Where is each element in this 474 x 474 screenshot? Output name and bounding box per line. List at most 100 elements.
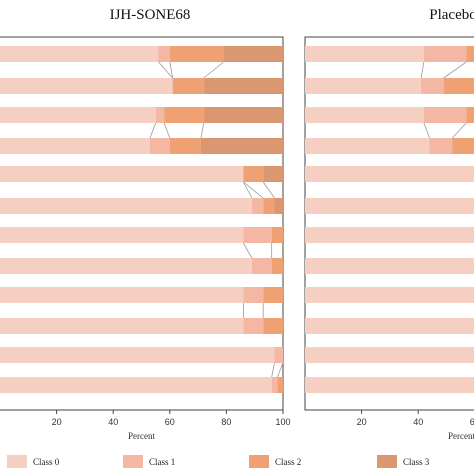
bar-segment-class-0: [305, 138, 430, 154]
bar-segment-class-0: [305, 107, 424, 123]
bar-segment-class-0: [0, 318, 244, 334]
bar-segment-class-0: [305, 347, 474, 363]
bar-segment-class-2: [263, 318, 283, 334]
x-tick-label: 100: [275, 417, 290, 427]
bar-row: [0, 287, 283, 303]
bar-segment-class-1: [158, 46, 170, 62]
bar-row: [305, 347, 474, 363]
bar-row: [305, 107, 474, 123]
panel-left: IJH-SONE68 20 40 60 80 100 Percent: [0, 7, 291, 441]
legend-item-class-1: Class 1: [123, 455, 175, 468]
bar-segment-class-3: [203, 107, 283, 123]
bar-segment-class-3: [274, 198, 283, 214]
bar-segment-class-0: [305, 78, 422, 94]
legend-item-class-0: Class 0: [7, 455, 60, 468]
bar-row: [305, 287, 474, 303]
x-axis-label: Percent: [448, 431, 474, 441]
bar-row: [305, 377, 474, 393]
bar-segment-class-1: [149, 138, 170, 154]
bar-row: [305, 46, 474, 62]
bar-segment-class-1: [243, 318, 264, 334]
bar-segment-class-0: [0, 227, 244, 243]
bar-segment-class-1: [429, 138, 453, 154]
bar-row: [305, 258, 474, 274]
bar-segment-class-2: [466, 46, 474, 62]
x-axis-label: Percent: [128, 431, 155, 441]
bar-row: [0, 258, 283, 274]
panels-layer: IJH-SONE68 20 40 60 80 100 Percent Placebo 20 40 6…: [0, 7, 474, 441]
legend: Class 0 Class 1 Class 2 Class 3: [7, 455, 430, 468]
bar-segment-class-2: [172, 78, 204, 94]
bar-segment-class-0: [305, 166, 474, 182]
connector-line: [420, 61, 425, 79]
bar-row: [305, 138, 474, 154]
connector-line: [169, 61, 174, 79]
legend-label: Class 0: [33, 457, 60, 467]
bar-segment-class-2: [452, 138, 474, 154]
legend-swatch: [123, 455, 143, 468]
bar-segment-class-3: [200, 138, 283, 154]
bar-segment-class-0: [305, 318, 474, 334]
bar-segment-class-1: [423, 46, 467, 62]
connector-line: [243, 242, 253, 259]
connector-line: [262, 181, 275, 199]
bar-row: [305, 318, 474, 334]
bar-segment-class-2: [169, 46, 224, 62]
bar-segment-class-1: [251, 198, 264, 214]
bar-segment-class-1: [155, 107, 165, 123]
bar-row: [0, 198, 283, 214]
bar-segment-class-0: [305, 198, 474, 214]
bar-segment-class-1: [274, 347, 283, 363]
bar-segment-class-1: [423, 107, 467, 123]
bar-segment-class-0: [0, 287, 244, 303]
bar-segment-class-0: [305, 377, 474, 393]
panel-title: Placebo: [429, 7, 474, 23]
bar-segment-class-0: [0, 198, 252, 214]
connector-line: [443, 61, 467, 79]
x-tick-label: 20: [52, 417, 62, 427]
bar-segment-class-2: [277, 377, 283, 393]
bar-segment-class-0: [0, 138, 150, 154]
bar-row: [305, 78, 474, 94]
plot-frame: [0, 36, 284, 411]
bar-segment-class-2: [164, 107, 204, 123]
bar-segment-class-0: [305, 258, 474, 274]
bar-segment-class-0: [305, 227, 474, 243]
legend-swatch: [249, 455, 269, 468]
bar-segment-class-0: [305, 287, 474, 303]
x-tick-label: 60: [470, 417, 474, 427]
legend-label: Class 3: [403, 457, 430, 467]
bar-segment-class-2: [263, 287, 283, 303]
bar-segment-class-3: [203, 78, 283, 94]
bar-row: [0, 347, 283, 363]
legend-item-class-2: Class 2: [249, 455, 301, 468]
bar-row: [0, 166, 283, 182]
legend-swatch: [7, 455, 27, 468]
legend-label: Class 1: [149, 457, 175, 467]
bar-segment-class-2: [466, 107, 474, 123]
panel-title: IJH-SONE68: [110, 7, 191, 23]
bar-segment-class-0: [0, 347, 275, 363]
x-tick-label: 60: [165, 417, 175, 427]
connector-line: [149, 122, 157, 139]
connector-line: [271, 362, 275, 378]
bar-row: [0, 46, 283, 62]
bar-segment-class-1: [271, 377, 278, 393]
bar-row: [305, 166, 474, 182]
connector-line: [276, 362, 284, 378]
connector-line: [243, 181, 253, 199]
bar-segment-class-3: [263, 166, 283, 182]
x-tick-label: 40: [108, 417, 118, 427]
legend-item-class-3: Class 3: [377, 455, 430, 468]
bar-segment-class-0: [0, 166, 244, 182]
bar-segment-class-2: [243, 166, 264, 182]
x-tick-label: 40: [413, 417, 423, 427]
bar-segment-class-1: [243, 287, 264, 303]
bar-row: [0, 318, 283, 334]
legend-swatch: [377, 455, 397, 468]
bar-segment-class-1: [251, 258, 272, 274]
bar-row: [0, 107, 283, 123]
bar-segment-class-2: [169, 138, 201, 154]
connector-line: [163, 122, 171, 139]
